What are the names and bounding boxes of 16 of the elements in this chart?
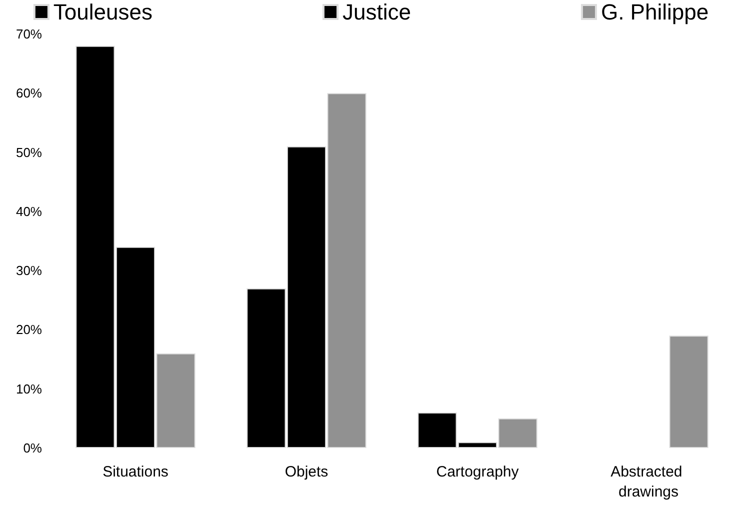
y-tick-label: 40% — [16, 204, 42, 219]
y-tick-label: 30% — [16, 263, 42, 278]
x-tick-label: Cartography — [436, 464, 520, 480]
y-tick-label: 50% — [16, 144, 42, 160]
y-tick-label: 60% — [16, 86, 42, 101]
y-tick-label: 10% — [16, 381, 42, 396]
x-tick-label: Situations — [102, 464, 168, 480]
bar — [669, 336, 708, 448]
x-tick-label: Objets — [284, 464, 328, 480]
legend-label: Touleuses — [53, 0, 153, 24]
y-tick-label: 70% — [16, 26, 42, 42]
y-tick-label: 0% — [23, 440, 42, 456]
legend-label: G. Philippe — [600, 0, 709, 24]
legend-label: Justice — [342, 0, 411, 24]
x-tick-label: Abstracted drawings — [610, 464, 686, 500]
y-tick-label: 20% — [16, 322, 42, 338]
